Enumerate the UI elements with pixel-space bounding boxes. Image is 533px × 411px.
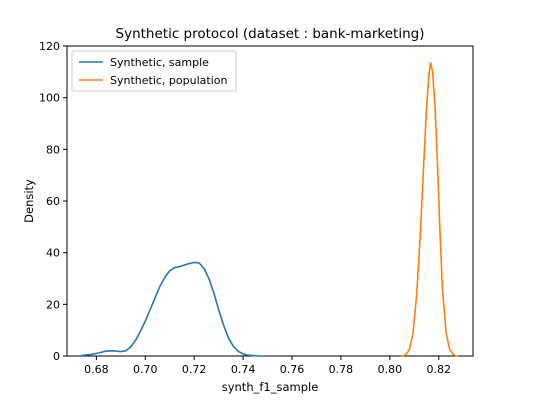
y-tick-label: 100 <box>39 92 60 105</box>
x-axis-label: synth_f1_sample <box>222 380 319 394</box>
x-tick-label: 0.76 <box>280 363 305 376</box>
y-tick-label: 80 <box>46 143 60 156</box>
y-tick-label: 120 <box>39 40 60 53</box>
y-tick-label: 60 <box>46 195 60 208</box>
series-lines <box>80 61 458 357</box>
legend-box <box>71 50 237 92</box>
y-axis-ticks: 0 20 40 60 80 100 120 <box>39 40 67 363</box>
series-line-population <box>401 61 458 357</box>
y-tick-label: 40 <box>46 247 60 260</box>
x-tick-label: 0.72 <box>182 363 207 376</box>
chart-title: Synthetic protocol (dataset : bank-marke… <box>116 26 425 42</box>
y-tick-label: 0 <box>53 350 60 363</box>
legend-label-population: Synthetic, population <box>110 74 227 87</box>
y-tick-label: 20 <box>46 298 60 311</box>
x-tick-label: 0.74 <box>231 363 256 376</box>
series-line-sample <box>80 261 264 357</box>
x-tick-label: 0.68 <box>84 363 109 376</box>
x-tick-label: 0.78 <box>329 363 354 376</box>
x-axis-ticks: 0.68 0.70 0.72 0.74 0.76 0.78 0.80 0.82 <box>84 356 451 376</box>
x-tick-label: 0.82 <box>427 363 452 376</box>
x-tick-label: 0.80 <box>378 363 403 376</box>
x-tick-label: 0.70 <box>133 363 158 376</box>
legend-label-sample: Synthetic, sample <box>110 56 209 69</box>
legend: Synthetic, sample Synthetic, population <box>71 50 237 92</box>
y-axis-label: Density <box>22 179 36 223</box>
